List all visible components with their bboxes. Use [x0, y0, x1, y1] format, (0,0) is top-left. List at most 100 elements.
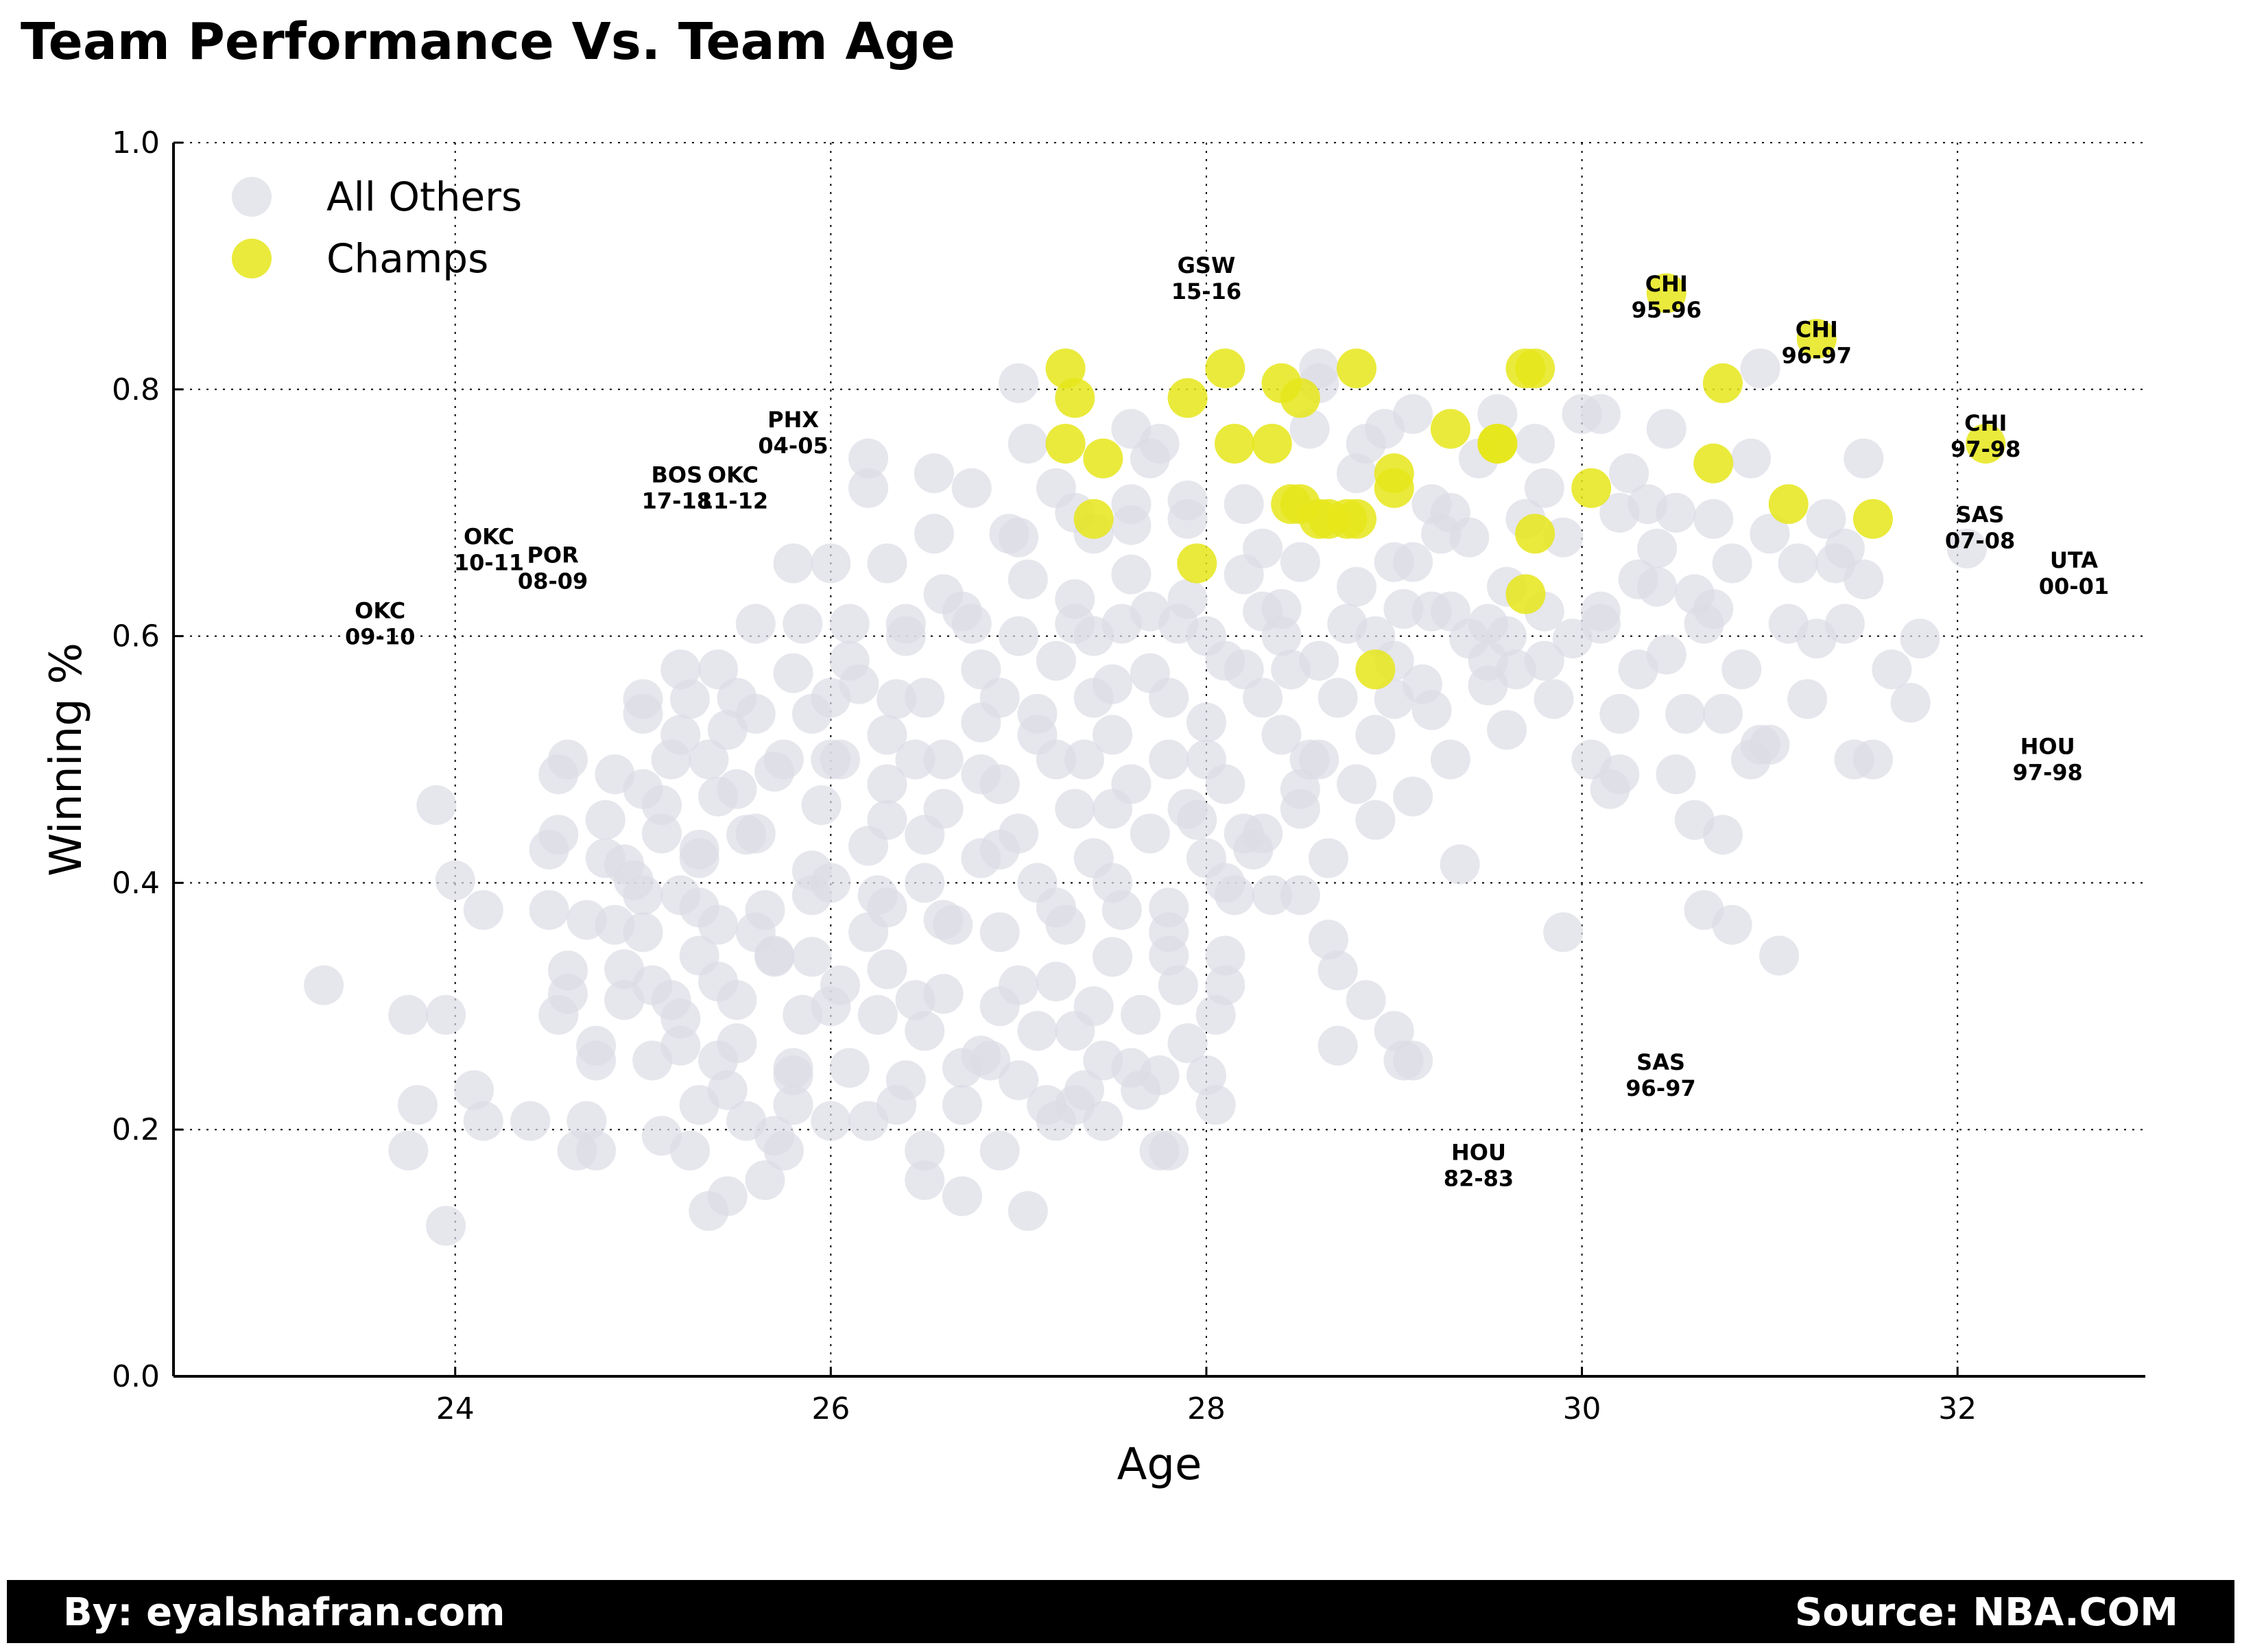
- others-point: [1167, 1023, 1208, 1064]
- others-point: [979, 1130, 1020, 1171]
- others-point: [1580, 591, 1621, 632]
- y-tick-label: 0.2: [112, 1112, 160, 1147]
- others-point: [1524, 641, 1564, 681]
- champs-point: [1073, 499, 1114, 539]
- legend-champs-label: Champs: [326, 235, 488, 282]
- others-point: [576, 1130, 617, 1171]
- others-point: [1149, 887, 1189, 928]
- champs-point: [1702, 363, 1743, 403]
- others-point: [961, 649, 1001, 690]
- others-point: [1778, 543, 1818, 584]
- others-point: [1017, 1011, 1058, 1051]
- others-point: [979, 764, 1020, 804]
- champs-point: [1167, 378, 1208, 418]
- others-point: [1637, 528, 1678, 568]
- others-point: [942, 1085, 982, 1125]
- others-point: [463, 889, 503, 930]
- others-point: [1007, 1190, 1048, 1231]
- footer-credit: By: eyalshafran.com: [63, 1590, 505, 1635]
- others-point: [923, 739, 964, 780]
- others-point: [1355, 800, 1396, 840]
- champs-point: [1693, 443, 1734, 483]
- others-point: [1243, 591, 1283, 632]
- others-point: [707, 1070, 748, 1110]
- others-point: [1740, 348, 1780, 389]
- annotation-season: 11-12: [698, 488, 768, 514]
- others-point: [1430, 739, 1470, 780]
- annotation-team: SAS: [1956, 501, 2005, 527]
- others-point: [1261, 715, 1302, 755]
- others-point: [829, 1048, 870, 1088]
- others-point: [1073, 616, 1114, 656]
- others-point: [1393, 394, 1433, 434]
- others-point: [905, 1160, 945, 1200]
- others-point: [905, 1011, 945, 1051]
- others-point: [1946, 528, 1987, 568]
- others-point: [1055, 579, 1095, 619]
- others-point: [829, 603, 870, 644]
- others-point: [876, 679, 917, 719]
- annotation-team: POR: [527, 542, 578, 568]
- others-point: [1468, 641, 1508, 681]
- annotation-season: 00-01: [2039, 573, 2109, 599]
- others-point: [1534, 679, 1574, 719]
- others-point: [999, 517, 1039, 558]
- annotation-season: 97-98: [2012, 760, 2082, 786]
- others-point: [1139, 423, 1180, 464]
- champs-point: [1252, 423, 1292, 464]
- others-point: [679, 887, 719, 928]
- others-point: [1073, 678, 1114, 718]
- others-point: [1317, 950, 1358, 991]
- others-point: [1430, 492, 1470, 533]
- others-point: [454, 1070, 494, 1110]
- others-point: [999, 1060, 1039, 1101]
- others-point: [1337, 764, 1376, 804]
- others-point: [1637, 566, 1678, 607]
- others-point: [416, 785, 457, 826]
- others-point: [848, 826, 889, 866]
- champs-point: [1280, 378, 1320, 418]
- others-point: [1646, 634, 1686, 675]
- axes-layer: [172, 143, 2145, 1378]
- others-point: [1346, 980, 1386, 1020]
- others-point: [1167, 579, 1208, 619]
- others-point: [773, 1085, 813, 1125]
- others-point: [1731, 438, 1771, 479]
- y-axis-label: Winning %: [41, 643, 92, 876]
- others-point: [773, 1048, 813, 1088]
- others-point: [1656, 492, 1696, 533]
- others-point: [1599, 754, 1640, 795]
- others-point: [999, 616, 1039, 656]
- others-point: [811, 739, 851, 780]
- others-point: [1299, 641, 1339, 681]
- x-axis-label: Age: [1117, 1439, 1202, 1490]
- others-point: [1111, 1048, 1152, 1088]
- others-point: [538, 815, 579, 855]
- others-point: [923, 789, 964, 829]
- annotation-season: 07-08: [1945, 527, 2015, 553]
- others-point: [304, 965, 344, 1005]
- others-point: [1093, 715, 1133, 755]
- others-point: [1036, 887, 1076, 928]
- others-point: [1243, 678, 1283, 718]
- others-point: [1702, 815, 1743, 855]
- others-point: [923, 900, 964, 940]
- others-point: [811, 986, 851, 1027]
- others-point: [763, 1130, 804, 1171]
- others-point: [1487, 710, 1527, 750]
- others-point: [388, 1130, 429, 1171]
- others-point: [585, 838, 625, 878]
- annotation-team: OKC: [464, 524, 514, 550]
- champs-point: [1430, 409, 1470, 449]
- champs-point: [1205, 348, 1245, 389]
- annotation-season: 95-96: [1632, 297, 1702, 323]
- others-point: [783, 603, 823, 644]
- champs-point: [1646, 273, 1686, 313]
- champs-point: [1045, 423, 1086, 464]
- champs-point: [1796, 319, 1837, 359]
- annotation-team: CHI: [1964, 410, 2007, 436]
- champs-point: [1852, 499, 1893, 539]
- champs-point: [1177, 543, 1217, 584]
- annotation-season: 96-97: [1625, 1075, 1695, 1101]
